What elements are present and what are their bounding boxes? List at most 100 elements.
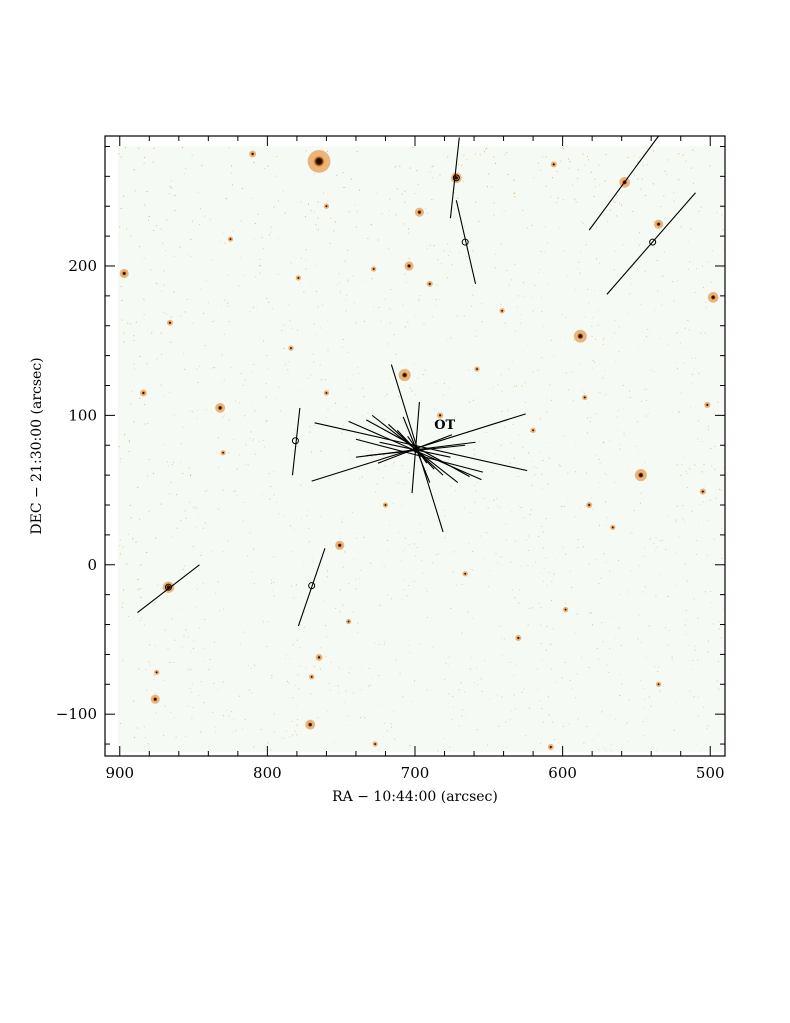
noise-pixel — [615, 361, 616, 363]
noise-pixel — [467, 576, 469, 578]
noise-pixel — [637, 161, 639, 163]
y-tick-label: 200 — [68, 257, 97, 275]
noise-pixel — [697, 438, 699, 440]
noise-pixel — [357, 622, 359, 624]
noise-pixel — [184, 311, 186, 313]
noise-pixel — [711, 250, 713, 252]
noise-pixel — [705, 306, 707, 308]
noise-pixel — [133, 169, 135, 171]
noise-pixel — [590, 612, 592, 614]
noise-pixel — [542, 531, 544, 533]
noise-pixel — [175, 736, 177, 738]
noise-pixel — [628, 593, 630, 595]
noise-pixel — [289, 320, 291, 322]
noise-pixel — [650, 369, 652, 371]
noise-pixel — [242, 520, 244, 522]
noise-pixel — [254, 223, 256, 224]
noise-pixel — [682, 505, 684, 506]
noise-pixel — [532, 371, 534, 373]
star — [152, 696, 158, 702]
noise-pixel — [267, 165, 269, 167]
noise-pixel — [190, 410, 191, 412]
noise-pixel — [461, 715, 463, 717]
star — [289, 346, 293, 350]
noise-pixel — [327, 570, 329, 572]
noise-pixel — [342, 430, 344, 432]
noise-pixel — [180, 520, 182, 522]
noise-pixel — [308, 203, 309, 205]
noise-pixel — [660, 206, 662, 208]
noise-pixel — [614, 201, 616, 203]
noise-pixel — [388, 524, 390, 526]
noise-pixel — [221, 304, 222, 306]
noise-pixel — [605, 749, 607, 751]
y-tick-label: 0 — [87, 556, 97, 574]
noise-pixel — [277, 200, 279, 202]
noise-pixel — [280, 410, 282, 412]
noise-pixel — [602, 377, 604, 379]
noise-pixel — [556, 170, 558, 172]
target-marker — [461, 238, 469, 246]
noise-pixel — [527, 624, 529, 626]
noise-pixel — [150, 269, 152, 271]
noise-pixel — [501, 410, 503, 412]
noise-pixel — [228, 321, 230, 322]
noise-pixel — [614, 250, 616, 252]
noise-pixel — [513, 457, 515, 459]
noise-pixel — [598, 310, 600, 311]
noise-pixel — [437, 520, 439, 522]
noise-pixel — [315, 264, 317, 266]
noise-pixel — [169, 186, 171, 188]
noise-pixel — [197, 382, 199, 383]
noise-pixel — [476, 683, 478, 685]
noise-pixel — [680, 475, 682, 476]
noise-pixel — [118, 446, 120, 448]
noise-pixel — [609, 570, 611, 572]
star — [701, 489, 705, 494]
noise-pixel — [129, 323, 131, 325]
noise-pixel — [713, 538, 715, 540]
noise-pixel — [638, 614, 640, 616]
noise-pixel — [576, 673, 578, 675]
noise-pixel — [403, 589, 405, 591]
noise-pixel — [355, 226, 357, 228]
noise-pixel — [481, 690, 483, 692]
noise-pixel — [265, 383, 267, 385]
noise-pixel — [316, 291, 317, 293]
noise-pixel — [137, 578, 139, 580]
noise-pixel — [352, 374, 354, 375]
noise-pixel — [347, 351, 349, 353]
noise-pixel — [173, 662, 175, 663]
noise-pixel — [533, 466, 535, 468]
noise-pixel — [197, 191, 199, 193]
noise-pixel — [574, 632, 576, 634]
noise-pixel — [395, 214, 397, 216]
noise-pixel — [472, 250, 474, 252]
noise-pixel — [315, 224, 317, 226]
noise-pixel — [546, 242, 548, 244]
noise-pixel — [668, 344, 669, 346]
noise-pixel — [558, 742, 560, 744]
star — [552, 162, 556, 166]
noise-pixel — [485, 432, 487, 433]
target-marker — [164, 583, 172, 591]
noise-pixel — [718, 660, 719, 662]
noise-pixel — [224, 299, 226, 301]
noise-pixel — [462, 709, 463, 711]
noise-pixel — [429, 171, 431, 173]
noise-pixel — [160, 332, 162, 334]
noise-pixel — [367, 443, 369, 444]
noise-pixel — [242, 188, 243, 189]
star — [296, 276, 300, 280]
noise-pixel — [341, 432, 343, 434]
noise-pixel — [348, 449, 350, 451]
noise-pixel — [539, 602, 540, 604]
noise-pixel — [255, 276, 257, 278]
noise-pixel — [230, 366, 232, 368]
noise-pixel — [283, 515, 285, 517]
noise-pixel — [135, 321, 137, 323]
noise-pixel — [344, 261, 346, 263]
noise-pixel — [475, 490, 477, 492]
noise-pixel — [703, 706, 705, 708]
noise-pixel — [471, 569, 473, 571]
